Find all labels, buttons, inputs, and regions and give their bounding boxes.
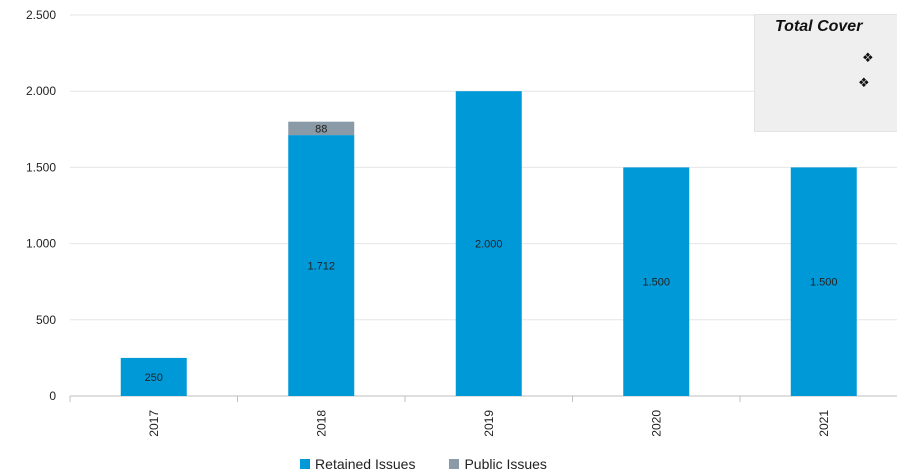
bar-2021-0 (790, 167, 857, 396)
bar-2017-0 (120, 357, 187, 396)
info-bullet-1: ❖ (862, 51, 874, 66)
legend-item-public: Public Issues (449, 455, 547, 472)
data-label-2021-0: 1.500 (810, 277, 838, 289)
info-box: Total Cover ❖ ❖ (754, 14, 897, 132)
data-label-2018-1: 88 (315, 123, 327, 135)
y-tick-label-1: 500 (36, 313, 56, 327)
x-tick-label-2019: 2019 (482, 410, 496, 437)
y-tick-label-5: 2.500 (26, 8, 56, 22)
legend-swatch-retained (300, 458, 311, 469)
y-tick-label-2: 1.000 (26, 237, 56, 251)
info-box-title: Total Cover (775, 18, 863, 35)
bar-2019-0 (455, 91, 522, 396)
bar-2020-0 (623, 167, 690, 396)
legend-label-retained: Retained Issues (315, 455, 416, 472)
y-tick-label-4: 2.000 (26, 84, 56, 98)
x-tick-label-2017: 2017 (147, 410, 161, 437)
legend-swatch-public (449, 458, 460, 469)
data-label-2019-0: 2.000 (475, 239, 503, 251)
x-tick-label-2021: 2021 (817, 410, 831, 437)
bar-2018-0 (288, 135, 355, 397)
data-label-2017-0: 250 (145, 372, 163, 384)
y-tick-label-0: 0 (49, 389, 56, 403)
y-tick-label-3: 1.500 (26, 160, 56, 174)
x-tick-label-2018: 2018 (314, 410, 328, 437)
data-label-2020-0: 1.500 (642, 277, 670, 289)
bar-2018-1 (288, 121, 355, 136)
chart-legend: Retained Issues Public Issues (0, 454, 897, 473)
x-tick-label-2020: 2020 (649, 410, 663, 437)
legend-item-retained: Retained Issues (300, 456, 415, 472)
info-bullet-2: ❖ (858, 76, 870, 91)
data-label-2018-0: 1.712 (307, 261, 335, 273)
legend-label-public: Public Issues (464, 455, 547, 472)
